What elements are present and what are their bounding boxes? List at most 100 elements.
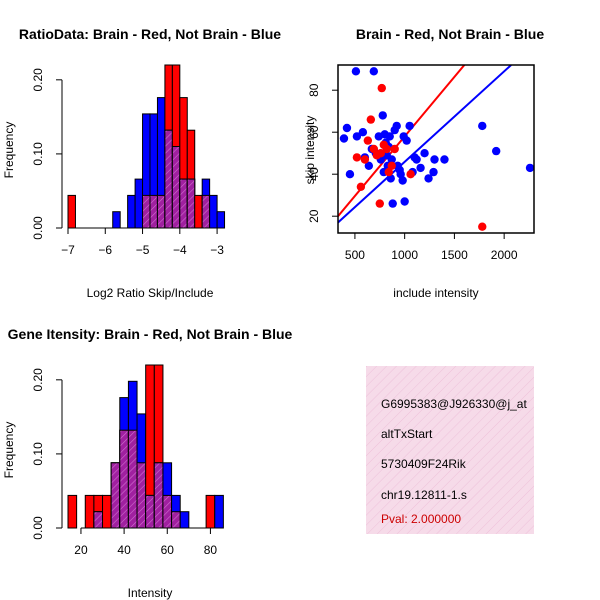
intensity-histogram-bar-overlap bbox=[127, 429, 138, 529]
ratio-histogram-xlabel: Log2 Ratio Skip/Include bbox=[87, 286, 214, 300]
ratio-histogram-bar-overlap bbox=[156, 194, 166, 229]
scatter-plot-frame bbox=[337, 64, 535, 234]
scatter-point-brain bbox=[369, 144, 379, 154]
ratio-histogram-x-tick-label: −6 bbox=[98, 243, 112, 257]
intensity-histogram-title: Gene Itensity: Brain - Red, Not Brain - … bbox=[8, 326, 293, 342]
scatter-xlabel: include intensity bbox=[393, 286, 478, 300]
scatter-point-brain bbox=[363, 136, 373, 145]
scatter-fit-lines bbox=[338, 65, 512, 224]
scatter-point-not-brain bbox=[412, 155, 421, 164]
scatter-point-brain bbox=[478, 222, 487, 231]
ratio-histogram-bars bbox=[67, 64, 226, 229]
scatter-x-tick-label: 1000 bbox=[391, 248, 418, 262]
info-chrom-id: chr19.12811-1.s bbox=[381, 488, 467, 502]
scatter-point-brain bbox=[377, 83, 386, 93]
ratio-histogram-x-tick-label: −5 bbox=[136, 243, 150, 257]
ratio-histogram-x-tick-label: −3 bbox=[210, 243, 224, 257]
ratio-histogram-bar-overlap bbox=[149, 194, 158, 229]
scatter-point-not-brain bbox=[386, 174, 395, 183]
scatter-point-not-brain bbox=[351, 67, 361, 76]
scatter-point-brain bbox=[406, 170, 415, 179]
scatter-point-not-brain bbox=[345, 170, 355, 179]
intensity-histogram-panel: Gene Itensity: Brain - Red, Not Brain - … bbox=[2, 326, 293, 600]
intensity-histogram-x-tick-label: 80 bbox=[204, 543, 218, 557]
scatter-point-not-brain bbox=[392, 121, 401, 131]
intensity-histogram-x-tick-label: 20 bbox=[74, 543, 88, 557]
intensity-histogram-bar-overlap bbox=[110, 462, 121, 529]
ratio-histogram-bar-not-brain bbox=[112, 211, 121, 229]
ratio-histogram-y-tick-label: 0.20 bbox=[31, 68, 45, 92]
scatter-point-not-brain bbox=[364, 161, 374, 170]
scatter-point-not-brain bbox=[405, 121, 414, 131]
info-probe-id: G6995383@J926330@j_at bbox=[381, 397, 527, 411]
ratio-histogram-axes: 0.00 0.10 0.20 −7 −6 −5 −4 −3 bbox=[31, 68, 224, 257]
ratio-histogram-bar-overlap bbox=[164, 129, 173, 229]
ratio-histogram-bar-overlap bbox=[179, 178, 188, 229]
intensity-histogram-y-tick-label: 0.10 bbox=[31, 442, 45, 466]
scatter-point-not-brain bbox=[339, 134, 349, 143]
ratio-histogram-bar-not-brain bbox=[127, 194, 136, 229]
scatter-point-brain bbox=[352, 153, 362, 162]
intensity-histogram-bar-overlap bbox=[93, 511, 104, 529]
ratio-histogram-x-tick-label: −7 bbox=[61, 243, 75, 257]
intensity-histogram-bar-not-brain bbox=[214, 494, 224, 529]
scatter-point-not-brain bbox=[398, 176, 407, 185]
ratio-histogram-panel: RatioData: Brain - Red, Not Brain - Blue… bbox=[2, 26, 281, 300]
scatter-point-not-brain bbox=[491, 146, 501, 156]
ratio-histogram-title: RatioData: Brain - Red, Not Brain - Blue bbox=[19, 26, 281, 42]
ratio-histogram-bar-not-brain bbox=[216, 211, 226, 229]
ratio-histogram-bar-overlap bbox=[142, 194, 151, 229]
intensity-histogram-xlabel: Intensity bbox=[128, 586, 173, 600]
scatter-point-not-brain bbox=[396, 170, 405, 179]
ratio-histogram-bar-brain bbox=[194, 194, 203, 229]
ratio-histogram-x-tick-label: −4 bbox=[173, 243, 187, 257]
scatter-fit-line-brain bbox=[338, 65, 466, 217]
ratio-histogram-bar-not-brain bbox=[209, 194, 218, 229]
scatter-point-not-brain bbox=[352, 132, 362, 141]
intensity-histogram-x-tick-label: 40 bbox=[117, 543, 131, 557]
info-gene-name: 5730409F24Rik bbox=[381, 457, 467, 471]
scatter-axes: 500 1000 1500 2000 20 40 60 80 bbox=[307, 64, 535, 262]
intensity-histogram-bar-overlap bbox=[136, 462, 147, 529]
scatter-point-not-brain bbox=[424, 174, 433, 183]
scatter-point-not-brain bbox=[342, 123, 352, 133]
ratio-histogram-bar-not-brain bbox=[134, 178, 144, 229]
info-box: G6995383@J926330@j_at altTxStart 5730409… bbox=[366, 366, 534, 534]
scatter-point-not-brain bbox=[416, 163, 425, 173]
intensity-histogram-bar-brain bbox=[102, 494, 112, 529]
scatter-point-not-brain bbox=[378, 111, 387, 120]
scatter-point-not-brain bbox=[402, 136, 411, 145]
scatter-point-not-brain bbox=[369, 67, 379, 76]
scatter-point-not-brain bbox=[430, 155, 439, 164]
intensity-histogram-y-tick-label: 0.20 bbox=[31, 368, 45, 392]
info-box-background bbox=[366, 366, 534, 534]
scatter-y-tick-label: 40 bbox=[307, 167, 321, 181]
ratio-histogram-y-tick-label: 0.10 bbox=[31, 142, 45, 166]
intensity-histogram-x-tick-label: 60 bbox=[161, 543, 175, 557]
ratio-histogram-bar-overlap bbox=[186, 178, 196, 229]
scatter-point-brain bbox=[356, 182, 366, 191]
scatter-point-not-brain bbox=[525, 163, 535, 173]
intensity-histogram-bar-brain bbox=[205, 494, 216, 529]
scatter-point-not-brain bbox=[358, 128, 368, 137]
scatter-point-brain bbox=[390, 144, 399, 154]
intensity-histogram-bar-overlap bbox=[162, 494, 173, 529]
scatter-points bbox=[339, 67, 535, 231]
scatter-x-tick-label: 2000 bbox=[491, 248, 518, 262]
scatter-point-brain bbox=[387, 161, 396, 170]
intensity-histogram-bar-overlap bbox=[119, 429, 129, 529]
intensity-scatter-panel: Brain - Red, Not Brain - Blue 500 1000 150… bbox=[303, 26, 544, 300]
intensity-histogram-y-tick-label: 0.00 bbox=[31, 516, 45, 540]
intensity-histogram-bar-brain bbox=[84, 494, 95, 529]
intensity-histogram-bars bbox=[67, 364, 224, 529]
ratio-histogram-bar-overlap bbox=[201, 194, 211, 229]
ratio-histogram-bar-overlap bbox=[171, 146, 181, 229]
scatter-point-not-brain bbox=[385, 132, 394, 141]
scatter-point-brain bbox=[366, 115, 376, 124]
intensity-histogram-bar-brain bbox=[67, 494, 78, 529]
scatter-title: Brain - Red, Not Brain - Blue bbox=[356, 26, 544, 42]
scatter-point-not-brain bbox=[387, 155, 396, 164]
scatter-point-not-brain bbox=[478, 121, 487, 131]
ratio-histogram-ylabel: Frequency bbox=[2, 122, 16, 179]
